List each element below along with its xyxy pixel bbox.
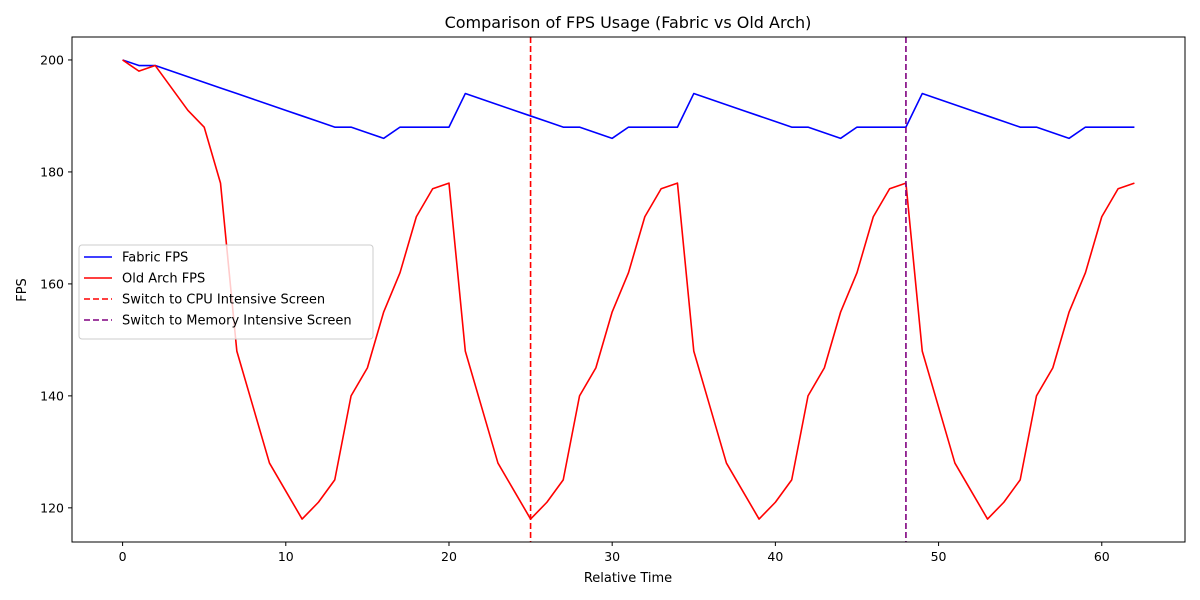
series-line-fabric-fps [122, 59, 1135, 140]
x-tick-label: 40 [767, 549, 783, 564]
legend-entry-label: Switch to Memory Intensive Screen [122, 314, 352, 329]
legend-entry-label: Switch to CPU Intensive Screen [122, 293, 325, 308]
y-axis-label: FPS [15, 278, 30, 302]
y-tick-label: 140 [40, 388, 64, 403]
x-tick-label: 30 [604, 549, 620, 564]
x-tick-label: 0 [119, 549, 127, 564]
legend-entry-label: Fabric FPS [122, 251, 188, 266]
y-tick-label: 200 [40, 52, 64, 67]
x-tick-label: 10 [278, 549, 294, 564]
y-tick-label: 120 [40, 500, 64, 515]
plot-area [122, 37, 1135, 542]
chart-title: Comparison of FPS Usage (Fabric vs Old A… [445, 13, 812, 32]
plot-frame [71, 36, 1186, 543]
y-tick-label: 180 [40, 164, 64, 179]
legend-entry-label: Old Arch FPS [122, 272, 205, 287]
y-tick-label: 160 [40, 276, 64, 291]
x-tick-label: 50 [931, 549, 947, 564]
x-axis: 0 10 20 30 40 50 60 [119, 542, 1110, 564]
y-axis: 120 140 160 180 200 [40, 52, 72, 515]
legend: Fabric FPS Old Arch FPS Switch to CPU Inte… [78, 244, 374, 340]
x-axis-label: Relative Time [584, 571, 672, 586]
x-tick-label: 60 [1094, 549, 1110, 564]
x-tick-label: 20 [441, 549, 457, 564]
series-line-old-arch-fps [122, 59, 1135, 520]
legend-box [78, 244, 374, 340]
